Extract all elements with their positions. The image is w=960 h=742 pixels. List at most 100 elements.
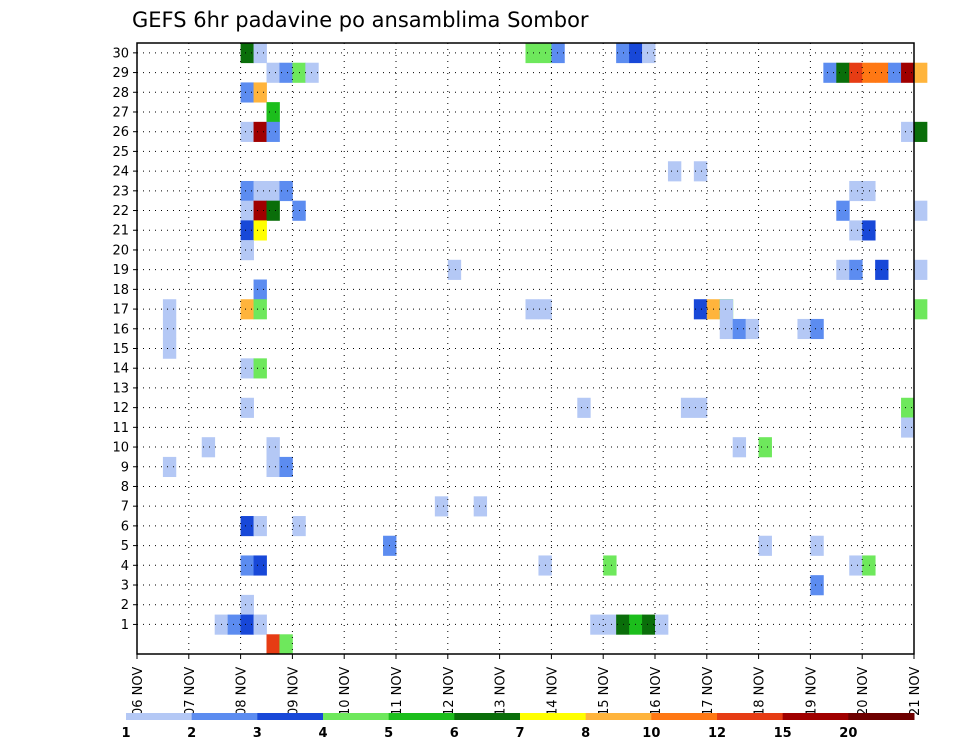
precip-cell (253, 299, 267, 320)
legend-swatch (520, 713, 587, 720)
y-tick-label: 23 (112, 184, 129, 199)
legend-swatch (126, 713, 193, 720)
y-tick-label: 20 (112, 243, 129, 258)
precip-cell (758, 535, 772, 556)
x-tick-label: 21 NOV (908, 667, 923, 716)
precip-cell (240, 121, 254, 142)
precip-cell (836, 200, 850, 221)
precip-cell (616, 614, 630, 635)
y-tick-label: 17 (112, 303, 129, 318)
precip-cell (525, 299, 539, 320)
precip-cell (810, 575, 824, 596)
legend-label: 10 (642, 726, 660, 741)
precip-cell (758, 437, 772, 458)
precip-cell (279, 62, 293, 83)
y-tick-label: 13 (112, 381, 129, 396)
precip-cell (901, 121, 915, 142)
precip-cell (590, 614, 604, 635)
precip-cell (253, 82, 267, 103)
y-tick-label: 12 (112, 401, 129, 416)
precip-cell (162, 299, 177, 320)
precip-cell (266, 634, 280, 655)
precip-cell (253, 121, 267, 142)
precip-cell (914, 121, 928, 142)
precip-cell (447, 259, 462, 280)
precip-cell (849, 62, 863, 83)
legend-label: 7 (515, 726, 524, 741)
precip-cell (240, 299, 254, 320)
y-tick-label: 18 (112, 283, 129, 298)
precip-cell (240, 240, 254, 261)
precip-cell (279, 634, 293, 655)
y-tick-label: 5 (121, 539, 129, 554)
precip-cell (693, 161, 708, 182)
precip-cell (434, 496, 449, 517)
precip-cell (266, 456, 280, 478)
y-tick-label: 7 (121, 500, 129, 515)
legend-swatch (848, 713, 915, 720)
precip-cell (162, 456, 177, 478)
x-tick-label: 18 NOV (753, 667, 768, 716)
precip-cell (862, 180, 876, 202)
legend-swatch (782, 713, 849, 720)
y-tick-label: 6 (121, 519, 129, 534)
legend-swatch (717, 713, 784, 720)
precip-cell (240, 180, 254, 202)
precip-cell (616, 43, 630, 64)
precip-cell (719, 318, 734, 340)
legend-swatch (651, 713, 718, 720)
precip-cell (240, 200, 254, 221)
precip-cell (240, 516, 254, 537)
precip-cell (901, 417, 915, 438)
x-tick-label: 14 NOV (545, 667, 560, 716)
precip-cell (240, 397, 254, 418)
precip-cell (823, 62, 837, 83)
precip-cell (279, 456, 293, 478)
precip-cell (849, 555, 863, 576)
y-tick-label: 27 (112, 105, 129, 120)
y-tick-label: 22 (112, 204, 129, 219)
x-tick-label: 09 NOV (286, 667, 301, 716)
legend-label: 12 (708, 726, 726, 741)
precip-cell (551, 43, 565, 64)
x-tick-label: 17 NOV (701, 667, 716, 716)
precip-cell (253, 279, 267, 300)
x-tick-label: 13 NOV (494, 667, 509, 716)
x-tick-label: 10 NOV (338, 667, 353, 716)
precip-cell (914, 299, 928, 320)
precip-cell (473, 496, 488, 517)
precip-cell (862, 62, 876, 83)
precip-cell (732, 437, 747, 458)
x-tick-label: 19 NOV (804, 667, 819, 716)
precip-cell (667, 161, 682, 182)
precip-cell (732, 318, 747, 340)
precip-cell (162, 318, 177, 340)
legend-swatch (257, 713, 324, 720)
precip-cell (719, 299, 734, 320)
y-tick-label: 1 (121, 618, 129, 633)
precip-cell (253, 358, 267, 379)
precip-cell (862, 220, 876, 241)
legend-swatch (388, 713, 455, 720)
legend-swatch (585, 713, 652, 720)
precip-cell (901, 62, 915, 83)
precip-cell (279, 180, 293, 202)
precip-cell (240, 43, 254, 64)
legend-label: 6 (450, 726, 459, 741)
precip-cell (162, 338, 177, 359)
precip-cell (266, 437, 280, 458)
precip-cell (745, 318, 759, 340)
y-tick-label: 28 (112, 86, 129, 101)
precip-cell (253, 614, 267, 635)
precip-cell (253, 43, 267, 64)
precip-cell (693, 397, 708, 418)
legend-label: 2 (187, 726, 196, 741)
y-tick-label: 3 (121, 579, 129, 594)
y-tick-label: 21 (112, 224, 129, 239)
precip-cell (253, 220, 267, 241)
y-tick-label: 30 (112, 46, 129, 61)
precip-cell (680, 397, 695, 418)
precip-cell (914, 200, 928, 221)
precip-cell (888, 62, 902, 83)
precip-cell (862, 555, 876, 576)
